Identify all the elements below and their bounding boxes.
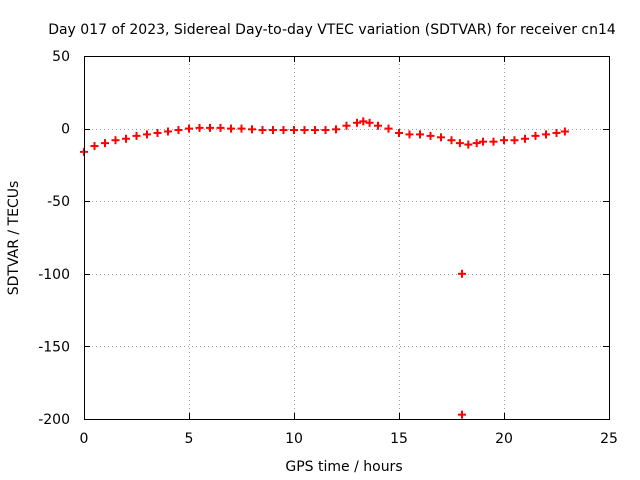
data-point: [552, 128, 561, 137]
data-point: [206, 123, 214, 132]
data-point: [437, 133, 445, 142]
data-point: [458, 410, 466, 419]
x-tick-label: 15: [390, 431, 408, 447]
data-point: [510, 136, 519, 145]
data-point: [269, 126, 277, 135]
x-tick-labels: 0 5 10 15 20 25: [80, 431, 618, 447]
y-axis-label: SDTVAR / TECUs: [6, 181, 22, 296]
data-point: [472, 139, 481, 148]
data-point: [174, 126, 183, 135]
data-point: [153, 128, 162, 137]
data-point: [374, 121, 382, 130]
data-point: [185, 124, 193, 133]
chart-title: Day 017 of 2023, Sidereal Day-to-day VTE…: [48, 22, 616, 38]
data-points: [80, 117, 569, 419]
data-point: [195, 123, 204, 132]
data-point: [447, 136, 456, 145]
data-point: [122, 134, 130, 143]
y-tick-label: -200: [38, 412, 70, 428]
data-point: [458, 269, 466, 278]
y-tick-label: -100: [38, 267, 70, 283]
plot-frame: [84, 56, 610, 420]
data-point: [405, 130, 414, 139]
data-point: [353, 118, 361, 127]
data-point: [560, 127, 569, 136]
data-point: [279, 126, 288, 135]
ticks: [84, 56, 610, 420]
data-point: [237, 124, 246, 133]
y-tick-label: -50: [47, 194, 70, 210]
x-tick-label: 0: [80, 431, 89, 447]
data-point: [248, 125, 256, 134]
data-point: [489, 137, 498, 146]
data-point: [90, 142, 99, 151]
data-point: [300, 126, 309, 135]
data-point: [384, 124, 393, 133]
data-point: [542, 130, 550, 139]
data-point: [500, 136, 508, 145]
data-point: [311, 126, 319, 135]
x-axis-label: GPS time / hours: [285, 459, 402, 475]
data-point: [464, 140, 473, 149]
data-point: [479, 137, 487, 146]
data-point: [132, 131, 141, 140]
data-point: [455, 139, 464, 148]
y-tick-labels: 50 0 -50 -100 -150 -200: [38, 49, 70, 428]
data-point: [359, 117, 368, 126]
x-tick-label: 20: [495, 431, 513, 447]
data-point: [227, 124, 235, 133]
y-tick-label: 0: [61, 122, 70, 138]
x-tick-label: 5: [185, 431, 194, 447]
data-point: [365, 118, 374, 127]
data-point: [521, 134, 529, 143]
x-tick-label: 10: [285, 431, 303, 447]
data-point: [290, 126, 298, 135]
data-point: [395, 128, 403, 137]
data-point: [321, 126, 330, 135]
data-point: [143, 130, 151, 139]
data-point: [101, 139, 109, 148]
data-point: [111, 136, 120, 145]
data-point: [258, 126, 267, 135]
data-point: [164, 127, 172, 136]
data-point: [531, 131, 540, 140]
data-point: [216, 123, 225, 132]
data-point: [342, 121, 351, 130]
y-tick-label: 50: [52, 49, 70, 65]
y-tick-label: -150: [38, 339, 70, 355]
data-point: [332, 125, 340, 134]
data-point: [426, 131, 435, 140]
grid: [84, 56, 609, 419]
x-tick-label: 25: [600, 431, 618, 447]
data-point: [416, 130, 424, 139]
